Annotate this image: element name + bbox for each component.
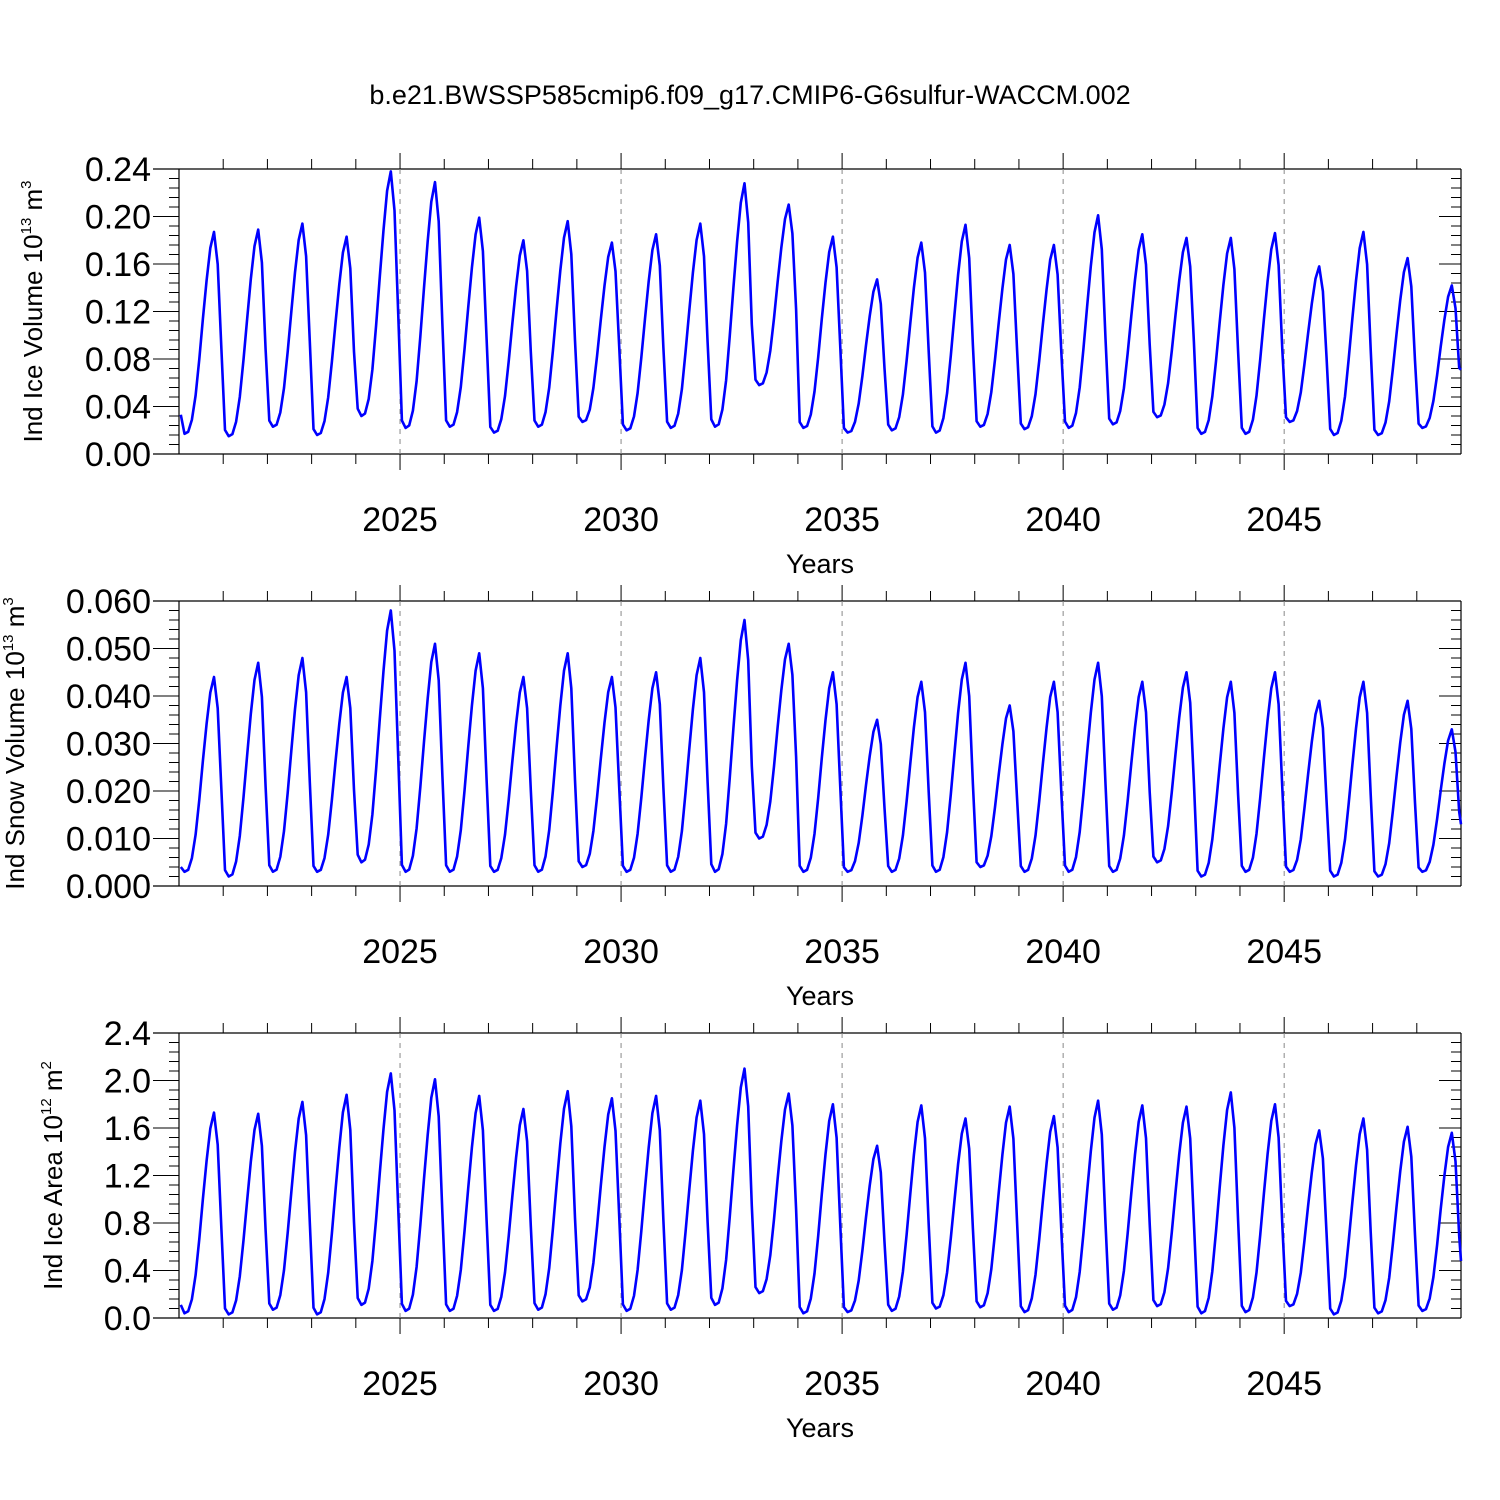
y-tick-label: 0.020 bbox=[66, 773, 151, 811]
y-tick-label: 0.030 bbox=[66, 726, 151, 764]
y-tick-label: 1.6 bbox=[104, 1110, 151, 1148]
y-tick-label: 0.8 bbox=[104, 1205, 151, 1243]
y-tick-label: 0.010 bbox=[66, 821, 151, 859]
x-tick-label: 2040 bbox=[1025, 501, 1101, 539]
x-tick-label: 2030 bbox=[583, 933, 659, 971]
x-tick-label: 2025 bbox=[362, 933, 438, 971]
x-axis-title: Years bbox=[786, 1413, 854, 1443]
chart-title: b.e21.BWSSP585cmip6.f09_g17.CMIP6-G6sulf… bbox=[369, 80, 1130, 110]
y-tick-label: 0.00 bbox=[85, 436, 151, 474]
series-line bbox=[179, 609, 1463, 878]
y-tick-label: 0.08 bbox=[85, 341, 151, 379]
x-tick-label: 2045 bbox=[1246, 1365, 1322, 1403]
x-tick-label: 2030 bbox=[583, 501, 659, 539]
y-tick-label: 2.4 bbox=[104, 1015, 151, 1053]
x-tick-label: 2045 bbox=[1246, 933, 1322, 971]
chart-panel-2: 2025 2030 2035 2040 2045 Years 0.000 0.010 0.020… bbox=[0, 583, 1463, 1011]
x-tick-label: 2030 bbox=[583, 1365, 659, 1403]
series-line bbox=[179, 170, 1462, 438]
chart-panel-1: 2025 2030 2035 2040 2045 Years 0.00 0.04 0.08 0.1… bbox=[18, 151, 1462, 579]
y-tick-label: 1.2 bbox=[104, 1158, 151, 1196]
x-tick-label: 2035 bbox=[804, 933, 880, 971]
chart-panel-3: 2025 2030 2035 2040 2045 Years 0.0 0.4 0.8 1.2 1.6… bbox=[38, 1015, 1463, 1443]
x-tick-label: 2035 bbox=[804, 1365, 880, 1403]
y-tick-label: 0.050 bbox=[66, 631, 151, 669]
y-axis-title: Ind Ice Area 1012 m2 bbox=[38, 1061, 68, 1290]
y-tick-label: 0.16 bbox=[85, 246, 151, 284]
x-tick-label: 2035 bbox=[804, 501, 880, 539]
y-tick-label: 0.24 bbox=[85, 151, 151, 189]
x-axis-title: Years bbox=[786, 549, 854, 579]
series-line bbox=[179, 1067, 1463, 1316]
y-tick-label: 0.12 bbox=[85, 294, 151, 332]
x-tick-label: 2040 bbox=[1025, 1365, 1101, 1403]
y-tick-label: 0.060 bbox=[66, 583, 151, 621]
y-tick-label: 0.4 bbox=[104, 1253, 151, 1291]
y-tick-label: 0.04 bbox=[85, 389, 151, 427]
panels: 2025 2030 2035 2040 2045 Years 0.00 0.04 0.08 0.1… bbox=[0, 151, 1463, 1443]
y-tick-label: 0.0 bbox=[104, 1300, 151, 1338]
y-tick-label: 0.000 bbox=[66, 868, 151, 906]
x-tick-label: 2045 bbox=[1246, 501, 1322, 539]
y-tick-label: 2.0 bbox=[104, 1063, 151, 1101]
x-tick-label: 2040 bbox=[1025, 933, 1101, 971]
y-axis-title: Ind Snow Volume 1013 m3 bbox=[0, 597, 30, 889]
x-axis-title: Years bbox=[786, 981, 854, 1011]
x-tick-label: 2025 bbox=[362, 1365, 438, 1403]
y-axis-title: Ind Ice Volume 1013 m3 bbox=[18, 180, 48, 442]
y-tick-label: 0.040 bbox=[66, 678, 151, 716]
y-tick-label: 0.20 bbox=[85, 199, 151, 237]
x-tick-label: 2025 bbox=[362, 501, 438, 539]
